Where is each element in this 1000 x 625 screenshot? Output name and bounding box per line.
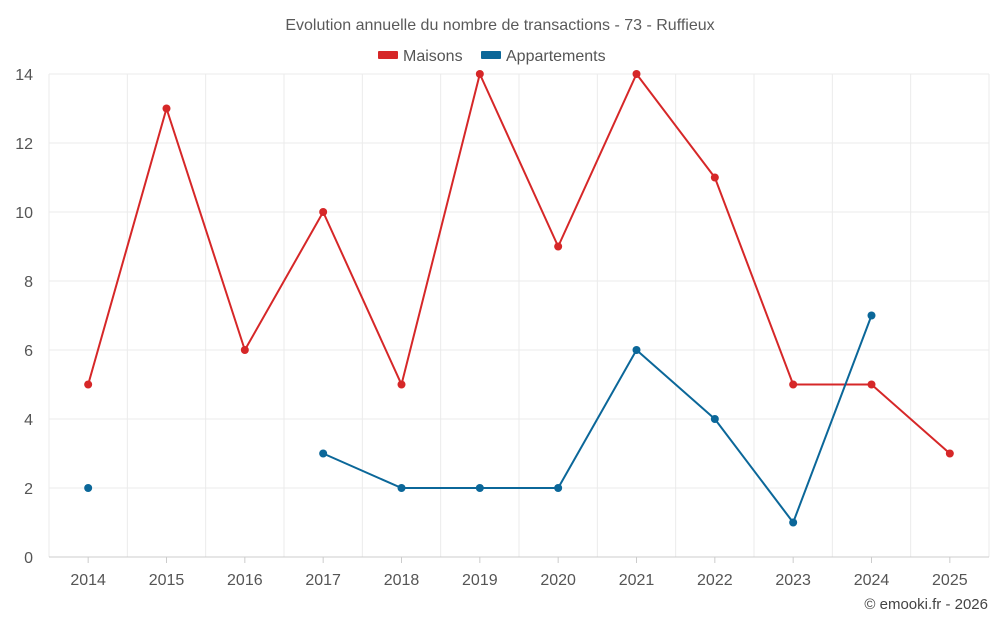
x-tick-label: 2019 bbox=[462, 572, 498, 589]
data-point-appartements-2020[interactable] bbox=[554, 484, 563, 492]
y-tick-label: 6 bbox=[24, 343, 33, 360]
data-point-appartements-2024[interactable] bbox=[867, 311, 876, 320]
y-tick-label: 0 bbox=[24, 550, 33, 567]
data-point-appartements-2014[interactable] bbox=[84, 484, 93, 492]
data-point-appartements-2017[interactable] bbox=[319, 449, 328, 458]
data-point-maisons-2016[interactable] bbox=[240, 346, 249, 354]
x-tick-label: 2022 bbox=[697, 572, 733, 589]
data-point-appartements-2023[interactable] bbox=[789, 518, 798, 527]
x-tick-label: 2024 bbox=[854, 572, 890, 589]
data-point-maisons-2021[interactable] bbox=[632, 70, 641, 78]
x-tick-label: 2018 bbox=[384, 572, 420, 589]
data-point-maisons-2025[interactable] bbox=[945, 449, 954, 458]
data-point-appartements-2021[interactable] bbox=[632, 346, 641, 354]
data-point-maisons-2019[interactable] bbox=[475, 70, 484, 78]
data-point-maisons-2020[interactable] bbox=[554, 242, 563, 251]
legend-swatch-maisons bbox=[378, 51, 398, 59]
legend-item-maisons[interactable]: Maisons bbox=[378, 48, 463, 65]
y-tick-label: 12 bbox=[15, 136, 33, 153]
y-tick-label: 4 bbox=[24, 412, 33, 429]
x-tick-label: 2020 bbox=[540, 572, 576, 589]
y-tick-label: 14 bbox=[15, 67, 33, 84]
series-maisons bbox=[84, 70, 954, 458]
data-point-maisons-2024[interactable] bbox=[867, 380, 876, 389]
x-tick-label: 2025 bbox=[932, 572, 968, 589]
data-point-maisons-2023[interactable] bbox=[789, 380, 798, 389]
x-tick-label: 2014 bbox=[70, 572, 106, 589]
data-point-maisons-2017[interactable] bbox=[319, 208, 328, 216]
legend-item-appartements[interactable]: Appartements bbox=[481, 48, 606, 65]
series-line-appartements bbox=[322, 315, 873, 524]
series-appartements bbox=[84, 311, 876, 527]
data-point-maisons-2014[interactable] bbox=[84, 380, 93, 389]
y-tick-label: 10 bbox=[15, 205, 33, 222]
data-point-maisons-2018[interactable] bbox=[397, 380, 406, 389]
x-tick-label: 2021 bbox=[619, 572, 655, 589]
credit-text: © emooki.fr - 2026 bbox=[864, 596, 988, 613]
series-line-maisons bbox=[87, 73, 951, 455]
legend-label-maisons: Maisons bbox=[403, 48, 463, 65]
data-point-maisons-2022[interactable] bbox=[710, 173, 719, 182]
x-tick-label: 2016 bbox=[227, 572, 263, 589]
data-point-appartements-2018[interactable] bbox=[397, 484, 406, 492]
data-point-maisons-2015[interactable] bbox=[162, 104, 171, 113]
x-tick-label: 2017 bbox=[305, 572, 341, 589]
data-point-appartements-2022[interactable] bbox=[710, 415, 719, 423]
grid bbox=[48, 73, 990, 557]
legend[interactable]: Maisons Appartements bbox=[378, 48, 606, 65]
x-tick-label: 2023 bbox=[775, 572, 811, 589]
data-point-appartements-2019[interactable] bbox=[475, 484, 484, 492]
series bbox=[84, 70, 954, 527]
legend-label-appartements: Appartements bbox=[506, 48, 606, 65]
x-tick-label: 2015 bbox=[149, 572, 185, 589]
y-tick-label: 8 bbox=[24, 274, 33, 291]
y-tick-label: 2 bbox=[24, 481, 33, 498]
axes: 0 2 4 6 8 10 12 14 2014 2015 2016 2017 2018 2019 2020 2… bbox=[15, 67, 989, 589]
chart-title: Evolution annuelle du nombre de transact… bbox=[285, 17, 714, 34]
legend-swatch-appartements bbox=[481, 51, 501, 59]
